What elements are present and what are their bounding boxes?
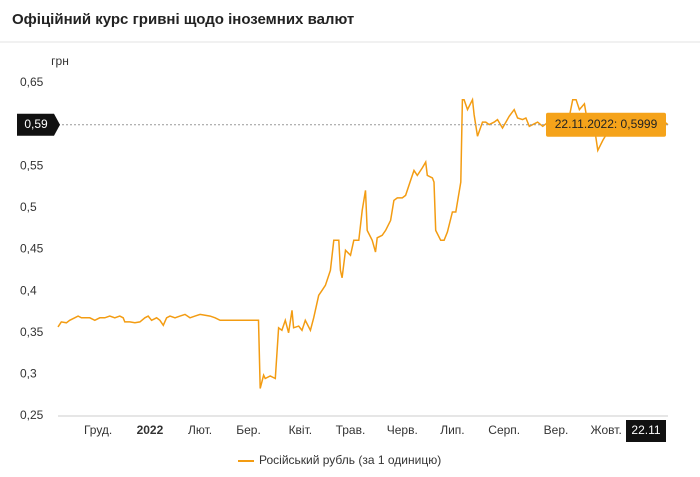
x-tick-label: Трав.	[336, 423, 366, 437]
y-tick-label: 0,5	[20, 200, 37, 214]
data-line	[57, 97, 669, 389]
x-crosshair-box	[626, 420, 666, 442]
y-axis-label: грн	[51, 54, 69, 68]
x-tick-label: Жовт.	[591, 423, 622, 437]
y-tick-label: 0,55	[20, 158, 44, 172]
x-tick-label: Вер.	[544, 423, 569, 437]
y-tick-label: 0,45	[20, 242, 44, 256]
x-tick-label: Бер.	[236, 423, 261, 437]
y-crosshair-box	[17, 113, 60, 136]
x-crosshair-label: 22.11	[631, 423, 660, 437]
x-tick-label: Лют.	[188, 423, 212, 437]
y-tick-label: 0,4	[20, 283, 37, 297]
x-tick-label: Серп.	[488, 423, 520, 437]
legend-label: Російський рубль (за 1 одиницю)	[259, 453, 441, 467]
x-tick-label: Лип.	[440, 423, 464, 437]
x-tick-label: Черв.	[387, 423, 418, 437]
tooltip-text: 22.11.2022: 0,5999	[555, 117, 658, 131]
y-tick-label: 0,3	[20, 367, 37, 381]
x-tick-label: Квіт.	[289, 423, 313, 437]
y-tick-label: 0,35	[20, 325, 44, 339]
y-tick-label: 0,25	[20, 408, 44, 422]
x-tick-label: Груд.	[84, 423, 112, 437]
y-tick-label: 0,65	[20, 75, 44, 89]
y-crosshair-label: 0,59	[24, 117, 48, 131]
tooltip-box	[546, 112, 666, 137]
chart-title: Офіційний курс гривні щодо іноземних вал…	[12, 11, 354, 28]
x-tick-label: 2022	[137, 423, 164, 437]
